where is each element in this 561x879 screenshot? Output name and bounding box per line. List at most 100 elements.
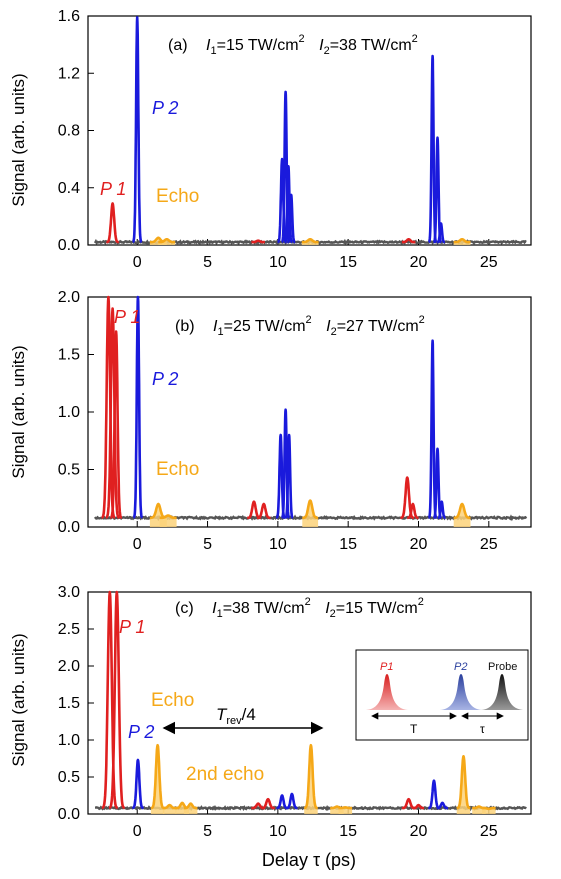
- ytick-label: 0.0: [58, 806, 80, 823]
- trev-t: T: [216, 705, 228, 724]
- panel-a-i1: 15 TW/cm: [226, 37, 299, 54]
- echo-fill: [183, 803, 198, 814]
- xtick-label: 5: [203, 536, 212, 553]
- panel-b-yticks: 0.0 0.5 1.0 1.5 2.0: [58, 289, 94, 536]
- echo-fill: [453, 239, 471, 245]
- xtick-label: 20: [410, 536, 428, 553]
- xtick-label: 25: [480, 823, 498, 840]
- panel-c-series: [95, 590, 527, 814]
- series-peak: [275, 794, 289, 810]
- panel-b-series: [94, 295, 528, 527]
- echo-fill: [302, 500, 319, 527]
- series-peak: [301, 499, 319, 520]
- series-peak: [411, 803, 426, 810]
- panel-b-i1: 25 TW/cm: [233, 318, 306, 335]
- panel-a-xticks: 0 5 10 15 20 25: [133, 239, 498, 271]
- ytick-label: 0.8: [58, 123, 80, 140]
- inset-pulse-probe: [481, 674, 523, 710]
- inset-pulse-p1: [366, 674, 408, 710]
- xtick-label: 5: [203, 823, 212, 840]
- panel-b-ylabel: Signal (arb. units): [9, 345, 28, 478]
- svg-text:(a) I1=15 TW/cm2: (a) I1=15 TW/cm2 I2=38 TW/cm2: [168, 29, 418, 57]
- panel-a-yticks: 0.0 0.4 0.8 1.2 1.6: [58, 8, 94, 254]
- trev-sub: rev: [226, 715, 242, 727]
- xtick-label: 15: [339, 254, 357, 271]
- xtick-label: 10: [269, 254, 287, 271]
- panel-a: Signal (arb. units) 0.0 0.4 0.8 1.2 1.6 0 5 10…: [9, 8, 532, 271]
- ytick-label: 0.0: [58, 237, 80, 254]
- series-peak: [101, 590, 119, 810]
- series-peak: [104, 307, 121, 519]
- ytick-label: 0.0: [58, 519, 80, 536]
- svg-text:(c) I1=38 TW/cm2: (c) I1=38 TW/cm2 I2=15 TW/cm2: [175, 592, 424, 620]
- series-peak: [246, 500, 262, 520]
- series-peak: [283, 165, 294, 244]
- panel-a-series: [93, 16, 527, 246]
- panel-c-i2: 15 TW/cm: [345, 600, 418, 617]
- series-peak: [284, 433, 295, 519]
- xtick-label: 0: [133, 823, 142, 840]
- series-peak: [131, 758, 145, 810]
- panel-c-ylabel: Signal (arb. units): [9, 633, 28, 766]
- panel-b-i2: 27 TW/cm: [346, 318, 419, 335]
- series-peak: [427, 779, 441, 810]
- series-peak: [250, 239, 266, 244]
- panel-a-frame: [87, 15, 532, 246]
- series-peak: [109, 330, 123, 519]
- xtick-label: 25: [480, 254, 498, 271]
- panel-c-p2-label: P 2: [128, 722, 154, 742]
- inset-tau-label: τ: [480, 722, 485, 736]
- panel-b-p1-label: P 1: [114, 307, 140, 327]
- xtick-label: 25: [480, 536, 498, 553]
- panel-c-tag: (c): [175, 600, 194, 617]
- series-peak: [157, 238, 177, 244]
- series-peak: [149, 743, 166, 810]
- xtick-label: 20: [410, 823, 428, 840]
- panel-b-annotation: (b) I1=25 TW/cm2 I2=27 TW/cm2: [175, 310, 425, 338]
- ytick-label: 0.5: [58, 462, 80, 479]
- ytick-label: 0.4: [58, 180, 80, 197]
- svg-text:(b) I1=25 TW/cm2: (b) I1=25 TW/cm2 I2=27 TW/cm2: [175, 310, 425, 338]
- inset-p2-label: P2: [454, 661, 467, 673]
- xtick-label: 15: [339, 536, 357, 553]
- ytick-label: 1.5: [58, 347, 80, 364]
- series-peak: [452, 238, 472, 244]
- series-peak: [260, 797, 276, 810]
- trev-frac: /4: [242, 705, 256, 724]
- xtick-label: 0: [133, 254, 142, 271]
- pulse-inset: P1 P2 Probe T τ: [355, 649, 529, 741]
- ytick-label: 0.5: [58, 769, 80, 786]
- series-peak: [436, 500, 447, 520]
- xtick-label: 5: [203, 254, 212, 271]
- xtick-label: 10: [269, 823, 287, 840]
- series-peak: [399, 476, 415, 520]
- panel-c-p1-label: P 1: [119, 617, 145, 637]
- series-peak: [105, 202, 120, 244]
- panel-a-annotation: (a) I1=15 TW/cm2 I2=38 TW/cm2: [168, 29, 418, 57]
- panel-a-i2: 38 TW/cm: [339, 37, 412, 54]
- ytick-label: 2.0: [58, 658, 80, 675]
- series-peak: [285, 792, 299, 810]
- panel-b-frame: [87, 296, 532, 528]
- ytick-label: 1.0: [58, 732, 80, 749]
- panel-a-tag: (a): [168, 37, 188, 54]
- series-peak: [400, 797, 417, 810]
- series-peak: [108, 590, 126, 810]
- series-peak: [256, 502, 272, 520]
- panel-c-annotation: (c) I1=38 TW/cm2 I2=15 TW/cm2: [175, 592, 424, 620]
- series-peak: [435, 801, 449, 810]
- panel-c-i1: 38 TW/cm: [232, 600, 305, 617]
- series-peak: [455, 755, 472, 810]
- inset-p1-label: P1: [380, 661, 393, 673]
- echo-fill: [482, 808, 496, 814]
- inset-probe-label: Probe: [488, 661, 517, 673]
- echo-fill: [150, 745, 165, 814]
- series-peak: [400, 238, 417, 244]
- series-peak: [161, 803, 178, 810]
- ytick-label: 3.0: [58, 584, 80, 601]
- series-peak: [303, 743, 319, 810]
- panel-c-echo2-label: 2nd echo: [186, 764, 264, 785]
- xtick-label: 15: [339, 823, 357, 840]
- series-peak: [436, 222, 446, 244]
